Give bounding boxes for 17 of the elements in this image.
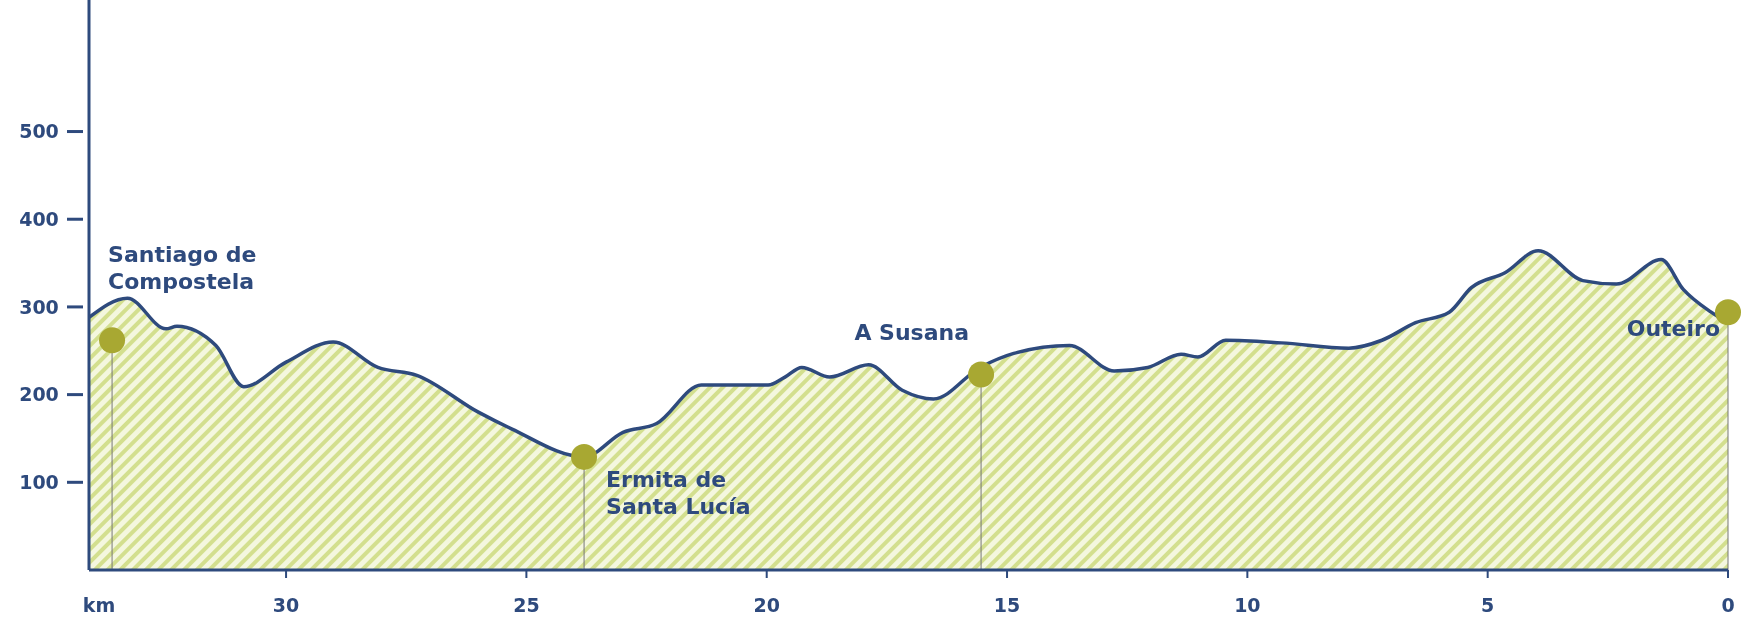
annotation: A Susana bbox=[854, 320, 970, 346]
y-tick-label: 500 bbox=[19, 120, 59, 143]
annotation: Ermita de Santa Lucía bbox=[606, 466, 751, 519]
x-tick-label: 30 bbox=[272, 594, 300, 616]
x-tick-label: 5 bbox=[1481, 594, 1495, 616]
y-tick-label: 400 bbox=[19, 207, 59, 230]
x-tick-label: 10 bbox=[1234, 594, 1261, 616]
x-tick-label: 20 bbox=[753, 594, 780, 616]
annotation: Outeiro bbox=[1626, 316, 1720, 342]
y-tick-label: 100 bbox=[19, 470, 59, 493]
x-tick-label: 25 bbox=[513, 594, 540, 616]
x-tick-label: 15 bbox=[993, 594, 1021, 616]
y-tick-label: 200 bbox=[19, 383, 59, 406]
y-tick-label: 300 bbox=[19, 295, 59, 318]
annotation: Santiago de Compostela bbox=[108, 242, 257, 295]
x-axis-title: km bbox=[82, 594, 116, 616]
x-tick-label: 0 bbox=[1721, 594, 1735, 616]
